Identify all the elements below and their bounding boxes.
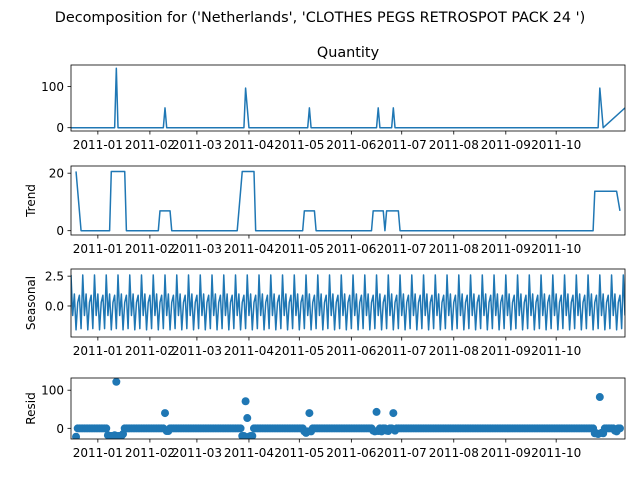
axes-frame [70, 377, 626, 440]
x-tick-label: 2011-08 [429, 446, 479, 460]
x-tick-label: 2011-01 [73, 446, 123, 460]
y-axis-label: Seasonal [24, 276, 38, 330]
y-tick-label: 100 [41, 80, 64, 94]
panel-title: Quantity [317, 45, 380, 61]
resid-point [305, 409, 314, 418]
x-tick-label: 2011-08 [429, 138, 479, 152]
x-tick-label: 2011-01 [73, 344, 123, 358]
resid-point [112, 378, 121, 386]
series-line-seasonal [71, 274, 625, 331]
resid-point [241, 397, 250, 406]
x-tick-label: 2011-06 [326, 138, 376, 152]
x-tick-label: 2011-09 [481, 138, 531, 152]
x-tick-label: 2011-04 [224, 446, 274, 460]
resid-point [389, 409, 398, 418]
x-tick-label: 2011-03 [172, 138, 222, 152]
resid-point [236, 424, 245, 433]
x-tick-label: 2011-01 [73, 138, 123, 152]
x-tick-label: 2011-05 [274, 138, 324, 152]
resid-point [248, 431, 257, 439]
x-tick-label: 2011-10 [531, 138, 581, 152]
resid-point [72, 432, 81, 439]
y-tick-label: 0.0 [45, 299, 64, 313]
series-line-quantity [71, 67, 625, 129]
resid-point [243, 414, 252, 423]
resid-point [615, 424, 624, 433]
x-tick-label: 2011-03 [172, 344, 222, 358]
series-group [71, 67, 625, 129]
x-tick-label: 2011-03 [172, 242, 222, 256]
y-tick-label: 20 [49, 167, 64, 181]
x-tick-label: 2011-05 [274, 242, 324, 256]
x-tick-label: 2011-10 [531, 446, 581, 460]
figure-suptitle: Decomposition for ('Netherlands', 'CLOTH… [55, 10, 585, 26]
x-tick-label: 2011-10 [531, 344, 581, 358]
x-tick-label: 2011-09 [481, 242, 531, 256]
x-tick-label: 2011-09 [481, 446, 531, 460]
x-tick-label: 2011-06 [326, 446, 376, 460]
y-tick-label: 0 [56, 422, 64, 436]
x-tick-label: 2011-05 [274, 446, 324, 460]
axes-frame [70, 268, 626, 338]
x-tick-label: 2011-06 [326, 344, 376, 358]
x-tick-label: 2011-04 [224, 344, 274, 358]
x-tick-label: 2011-02 [125, 344, 175, 358]
x-tick-label: 2011-04 [224, 138, 274, 152]
x-tick-label: 2011-06 [326, 242, 376, 256]
axes-frame [70, 165, 626, 236]
y-tick-label: 0 [56, 121, 64, 135]
x-tick-label: 2011-02 [125, 242, 175, 256]
x-tick-label: 2011-07 [377, 446, 427, 460]
y-tick-label: 100 [41, 384, 64, 398]
y-tick-label: 0 [56, 224, 64, 238]
y-axis-label: Resid [24, 392, 38, 424]
resid-point [102, 424, 111, 433]
axes-frame [70, 64, 626, 132]
x-tick-label: 2011-07 [377, 242, 427, 256]
x-tick-label: 2011-01 [73, 242, 123, 256]
x-tick-label: 2011-07 [377, 344, 427, 358]
x-tick-label: 2011-09 [481, 344, 531, 358]
x-tick-label: 2011-07 [377, 138, 427, 152]
x-tick-label: 2011-04 [224, 242, 274, 256]
y-tick-label: 2.5 [45, 270, 64, 284]
series-group [75, 170, 621, 232]
x-tick-label: 2011-05 [274, 344, 324, 358]
resid-point [595, 393, 604, 402]
x-tick-label: 2011-03 [172, 446, 222, 460]
y-axis-label: Trend [24, 184, 38, 218]
series-group [72, 378, 624, 439]
x-tick-label: 2011-08 [429, 242, 479, 256]
series-group [71, 274, 625, 331]
resid-point [372, 407, 381, 416]
x-tick-label: 2011-08 [429, 344, 479, 358]
x-tick-label: 2011-02 [125, 446, 175, 460]
x-tick-label: 2011-10 [531, 242, 581, 256]
x-tick-label: 2011-02 [125, 138, 175, 152]
series-line-trend [75, 170, 621, 232]
resid-point [161, 409, 170, 418]
